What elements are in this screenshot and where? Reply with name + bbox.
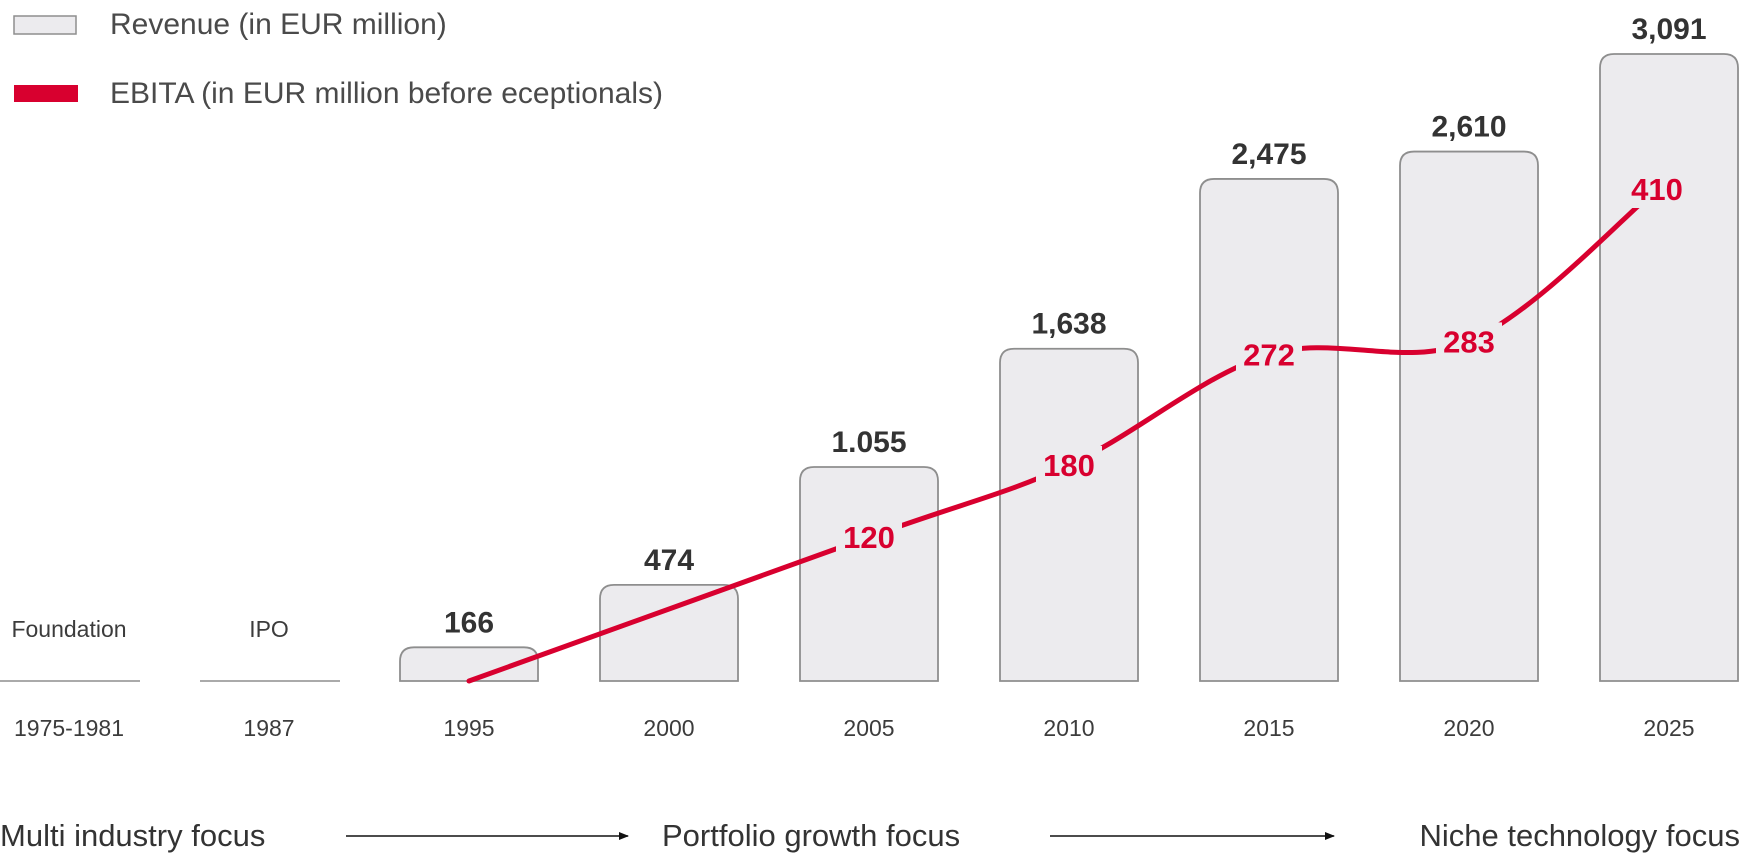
year-label-1995: 1995 — [443, 715, 494, 741]
ebita-label-background-2005 — [836, 518, 902, 556]
ebita-value-label-2005: 120 — [843, 520, 895, 555]
legend-revenue-label: Revenue (in EUR million) — [110, 8, 447, 41]
ebita-value-label-2010: 180 — [1043, 448, 1095, 483]
milestone-ipo-label: IPO — [249, 616, 289, 642]
phase-timeline: Multi industry focus Portfolio growth fo… — [0, 818, 1740, 853]
milestone-ipo: IPO 1987 — [200, 616, 340, 741]
revenue-bar-2020 — [1399, 150, 1539, 682]
revenue-value-label-2025: 3,091 — [1631, 13, 1706, 46]
ebita-label-background-2015 — [1236, 335, 1302, 374]
ebita-label-background-2020 — [1436, 322, 1502, 361]
revenue-bar-2005 — [799, 466, 939, 682]
revenue-bars — [399, 53, 1739, 682]
ebita-value-label-2020: 283 — [1443, 324, 1495, 359]
year-label-2015: 2015 — [1243, 715, 1294, 741]
revenue-bar-2010 — [999, 347, 1139, 682]
year-label-2025: 2025 — [1643, 715, 1694, 741]
phase-multi-industry: Multi industry focus — [0, 818, 265, 853]
ebita-value-label-2025: 410 — [1631, 172, 1683, 207]
milestone-foundation: Foundation 1975-1981 — [0, 616, 140, 741]
legend-revenue-swatch — [13, 15, 77, 35]
legend-ebita-label: EBITA (in EUR million before eceptionals… — [110, 77, 663, 110]
milestone-foundation-label: Foundation — [11, 616, 126, 642]
revenue-bar-2000 — [599, 583, 739, 682]
x-axis-year-labels: 1995 2000 2005 2010 2015 2020 2025 — [443, 715, 1694, 741]
year-label-2005: 2005 — [843, 715, 894, 741]
revenue-value-label-2005: 1.055 — [831, 426, 906, 459]
phase-niche-technology: Niche technology focus — [1419, 818, 1740, 853]
legend-ebita-swatch — [14, 85, 78, 102]
revenue-bar-2015 — [1199, 178, 1339, 682]
revenue-bar-2025 — [1599, 53, 1739, 682]
phase-portfolio-growth: Portfolio growth focus — [662, 818, 960, 853]
revenue-value-label-2010: 1,638 — [1031, 308, 1106, 341]
revenue-value-label-1995: 166 — [444, 606, 494, 639]
revenue-value-label-2020: 2,610 — [1431, 111, 1506, 144]
year-label-2000: 2000 — [643, 715, 694, 741]
revenue-value-label-2015: 2,475 — [1231, 138, 1306, 171]
milestone-foundation-year: 1975-1981 — [14, 715, 124, 741]
year-label-2010: 2010 — [1043, 715, 1094, 741]
ebita-label-background-2010 — [1036, 446, 1102, 484]
milestone-ipo-year: 1987 — [243, 715, 294, 741]
ebita-value-label-2015: 272 — [1243, 338, 1295, 373]
legend: Revenue (in EUR million) EBITA (in EUR m… — [13, 8, 663, 110]
revenue-value-label-2000: 474 — [644, 544, 694, 577]
revenue-value-labels: 166 474 1.055 1,638 2,475 2,610 3,091 — [444, 13, 1707, 639]
year-label-2020: 2020 — [1443, 715, 1494, 741]
ebita-value-labels: 120 180 272 283 410 — [836, 170, 1690, 556]
ebita-label-background-2025 — [1624, 170, 1690, 208]
